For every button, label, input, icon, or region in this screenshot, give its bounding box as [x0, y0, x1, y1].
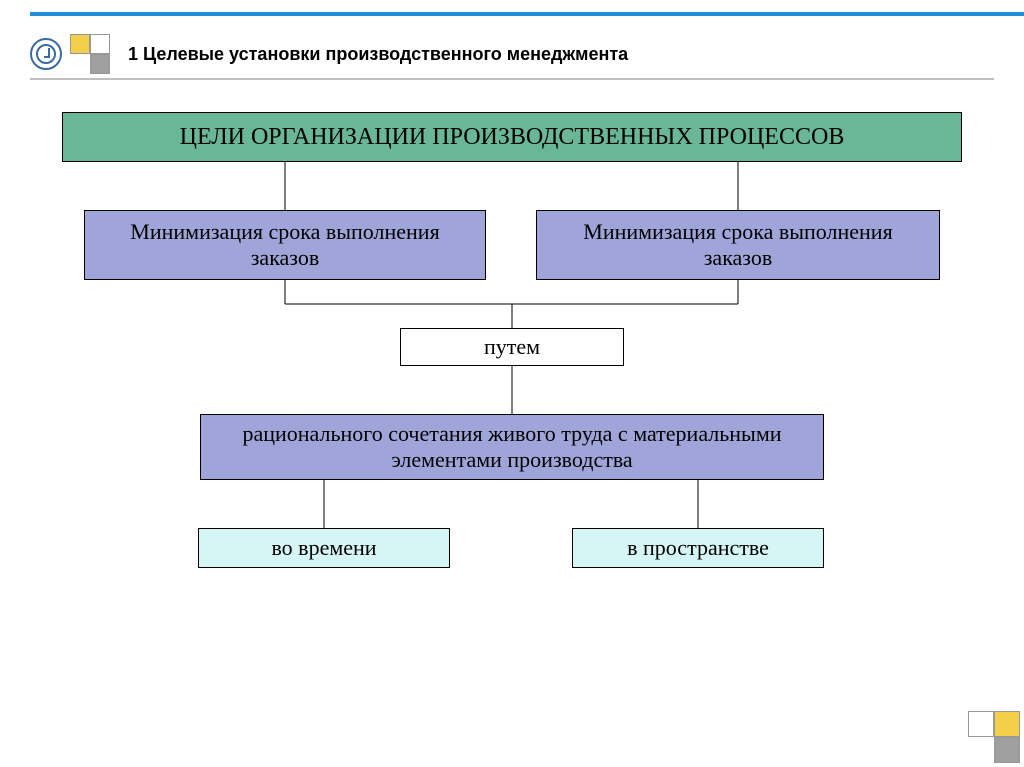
left-goal-box: Минимизация срока выполнения заказов	[84, 210, 486, 280]
logo-icon	[30, 38, 62, 70]
root-box: ЦЕЛИ ОРГАНИЗАЦИИ ПРОИЗВОДСТВЕННЫХ ПРОЦЕС…	[62, 112, 962, 162]
page-title: 1 Целевые установки производственного ме…	[128, 44, 628, 65]
root-box-label: ЦЕЛИ ОРГАНИЗАЦИИ ПРОИЗВОДСТВЕННЫХ ПРОЦЕС…	[180, 124, 845, 151]
combination-label: рационального сочетания живого труда с м…	[211, 421, 813, 473]
footer-square-yellow	[994, 711, 1020, 737]
combination-box: рационального сочетания живого труда с м…	[200, 414, 824, 480]
square-white	[90, 34, 110, 54]
top-accent-bar	[30, 12, 1024, 16]
space-box: в пространстве	[572, 528, 824, 568]
time-box: во времени	[198, 528, 450, 568]
square-gray	[90, 54, 110, 74]
right-goal-label: Минимизация срока выполнения заказов	[547, 219, 929, 271]
space-label: в пространстве	[627, 535, 769, 561]
header-squares-icon	[70, 34, 110, 74]
header: 1 Целевые установки производственного ме…	[30, 34, 628, 74]
via-box: путем	[400, 328, 624, 366]
footer-squares-icon	[968, 711, 1020, 763]
header-underline	[30, 78, 994, 80]
right-goal-box: Минимизация срока выполнения заказов	[536, 210, 940, 280]
left-goal-label: Минимизация срока выполнения заказов	[95, 219, 475, 271]
footer-square-gray	[994, 737, 1020, 763]
time-label: во времени	[271, 535, 376, 561]
via-label: путем	[484, 334, 540, 360]
footer-square-white	[968, 711, 994, 737]
square-yellow	[70, 34, 90, 54]
